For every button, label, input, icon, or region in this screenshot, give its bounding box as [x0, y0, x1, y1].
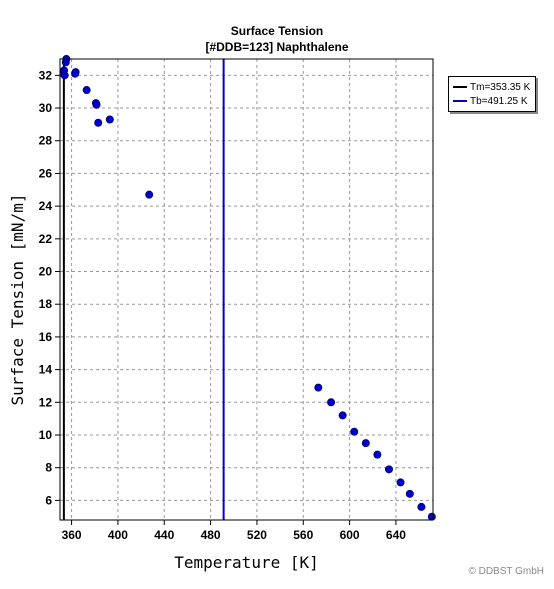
data-point — [339, 412, 346, 419]
data-point — [428, 513, 435, 520]
legend-swatch-tb — [453, 100, 467, 102]
x-tick-label: 440 — [154, 528, 174, 542]
data-points — [60, 55, 436, 520]
data-point — [327, 399, 334, 406]
x-axis-label: Temperature [K] — [174, 553, 319, 572]
x-tick-label: 360 — [62, 528, 82, 542]
data-point — [418, 503, 425, 510]
y-tick-label: 18 — [39, 297, 53, 311]
y-tick-label: 16 — [39, 330, 53, 344]
y-tick-label: 32 — [39, 68, 53, 82]
data-point — [397, 479, 404, 486]
y-tick-label: 24 — [39, 199, 53, 213]
y-tick-label: 22 — [39, 232, 53, 246]
data-point — [95, 119, 102, 126]
data-point — [374, 451, 381, 458]
legend-label-tb: Tb=491.25 K — [470, 96, 528, 107]
data-point — [93, 101, 100, 108]
y-tick-label: 6 — [45, 493, 52, 507]
x-tick-label: 640 — [386, 528, 406, 542]
x-tick-label: 560 — [293, 528, 313, 542]
y-tick-label: 8 — [45, 461, 52, 475]
y-tick-label: 30 — [39, 101, 53, 115]
data-point — [146, 191, 153, 198]
y-axis-ticks: 6 8 10 12 14 16 18 20 22 24 26 28 30 32 — [39, 68, 60, 507]
y-tick-label: 12 — [39, 395, 53, 409]
data-point — [106, 116, 113, 123]
data-point — [362, 440, 369, 447]
y-tick-label: 10 — [39, 428, 53, 442]
y-tick-label: 26 — [39, 166, 53, 180]
legend-item-tm: Tm=353.35 K — [453, 80, 530, 94]
x-axis-ticks: 360 400 440 480 520 560 600 640 — [62, 520, 407, 542]
x-tick-label: 520 — [247, 528, 267, 542]
x-tick-label: 400 — [108, 528, 128, 542]
data-point — [406, 490, 413, 497]
x-tick-label: 480 — [201, 528, 221, 542]
x-tick-label: 600 — [340, 528, 360, 542]
reference-lines — [64, 59, 224, 520]
data-point — [351, 428, 358, 435]
data-point — [61, 72, 68, 79]
data-point — [315, 384, 322, 391]
data-point — [72, 68, 79, 75]
legend-item-tb: Tb=491.25 K — [453, 94, 528, 108]
y-tick-label: 28 — [39, 134, 53, 148]
data-point — [83, 86, 90, 93]
y-tick-label: 14 — [39, 363, 53, 377]
legend: Tm=353.35 K Tb=491.25 K — [448, 76, 536, 112]
data-point — [385, 466, 392, 473]
legend-swatch-tm — [453, 86, 467, 88]
legend-label-tm: Tm=353.35 K — [470, 82, 530, 93]
y-tick-label: 20 — [39, 265, 53, 279]
copyright-notice: © DDBST GmbH — [468, 566, 544, 577]
y-axis-label: Surface Tension [mN/m] — [8, 194, 27, 406]
